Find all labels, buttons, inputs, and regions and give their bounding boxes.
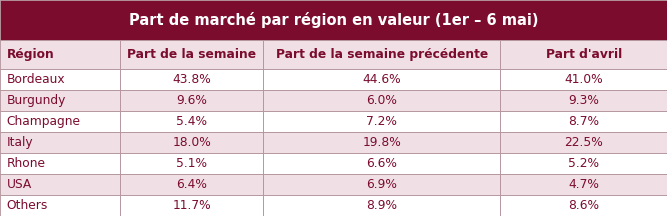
Bar <box>0 69 120 90</box>
Text: Italy: Italy <box>7 136 33 149</box>
Bar <box>263 153 500 174</box>
Text: 43.8%: 43.8% <box>172 73 211 86</box>
Bar <box>263 40 500 69</box>
Text: 19.8%: 19.8% <box>362 136 402 149</box>
Text: Part de marché par région en valeur (1er – 6 mai): Part de marché par région en valeur (1er… <box>129 12 538 28</box>
Bar <box>263 174 500 195</box>
Text: 7.2%: 7.2% <box>366 115 398 128</box>
Bar <box>0 0 667 40</box>
Bar <box>120 111 263 132</box>
Bar <box>120 195 263 216</box>
Text: 6.0%: 6.0% <box>366 94 398 107</box>
Text: 6.9%: 6.9% <box>366 178 398 191</box>
Text: 8.6%: 8.6% <box>568 199 599 212</box>
Text: 4.7%: 4.7% <box>568 178 599 191</box>
Text: 9.6%: 9.6% <box>176 94 207 107</box>
Bar <box>500 69 667 90</box>
Text: 11.7%: 11.7% <box>173 199 211 212</box>
Bar <box>0 132 120 153</box>
Text: Bordeaux: Bordeaux <box>7 73 65 86</box>
Text: 41.0%: 41.0% <box>564 73 603 86</box>
Bar <box>0 174 120 195</box>
Bar <box>500 111 667 132</box>
Text: 8.7%: 8.7% <box>568 115 599 128</box>
Bar <box>120 153 263 174</box>
Text: Champagne: Champagne <box>7 115 81 128</box>
Bar <box>263 90 500 111</box>
Bar <box>120 132 263 153</box>
Text: Rhone: Rhone <box>7 157 45 170</box>
Bar <box>120 40 263 69</box>
Bar <box>0 153 120 174</box>
Text: USA: USA <box>7 178 32 191</box>
Text: 22.5%: 22.5% <box>564 136 603 149</box>
Text: 6.6%: 6.6% <box>366 157 398 170</box>
Bar <box>0 195 120 216</box>
Bar <box>0 111 120 132</box>
Bar <box>500 132 667 153</box>
Text: 18.0%: 18.0% <box>172 136 211 149</box>
Bar <box>500 90 667 111</box>
Bar <box>0 40 120 69</box>
Bar <box>120 174 263 195</box>
Text: Others: Others <box>7 199 48 212</box>
Bar <box>500 195 667 216</box>
Text: 5.1%: 5.1% <box>176 157 207 170</box>
Text: 44.6%: 44.6% <box>363 73 401 86</box>
Text: Burgundy: Burgundy <box>7 94 66 107</box>
Text: Part d'avril: Part d'avril <box>546 48 622 61</box>
Text: Région: Région <box>7 48 55 61</box>
Text: 5.4%: 5.4% <box>176 115 207 128</box>
Text: 5.2%: 5.2% <box>568 157 599 170</box>
Text: 8.9%: 8.9% <box>366 199 398 212</box>
Bar <box>0 90 120 111</box>
Text: 6.4%: 6.4% <box>176 178 207 191</box>
Bar <box>500 40 667 69</box>
Bar <box>263 195 500 216</box>
Bar <box>500 153 667 174</box>
Text: 9.3%: 9.3% <box>568 94 599 107</box>
Bar <box>120 90 263 111</box>
Text: Part de la semaine précédente: Part de la semaine précédente <box>275 48 488 61</box>
Bar <box>263 69 500 90</box>
Text: Part de la semaine: Part de la semaine <box>127 48 256 61</box>
Bar <box>263 111 500 132</box>
Bar <box>500 174 667 195</box>
Bar <box>263 132 500 153</box>
Bar <box>120 69 263 90</box>
